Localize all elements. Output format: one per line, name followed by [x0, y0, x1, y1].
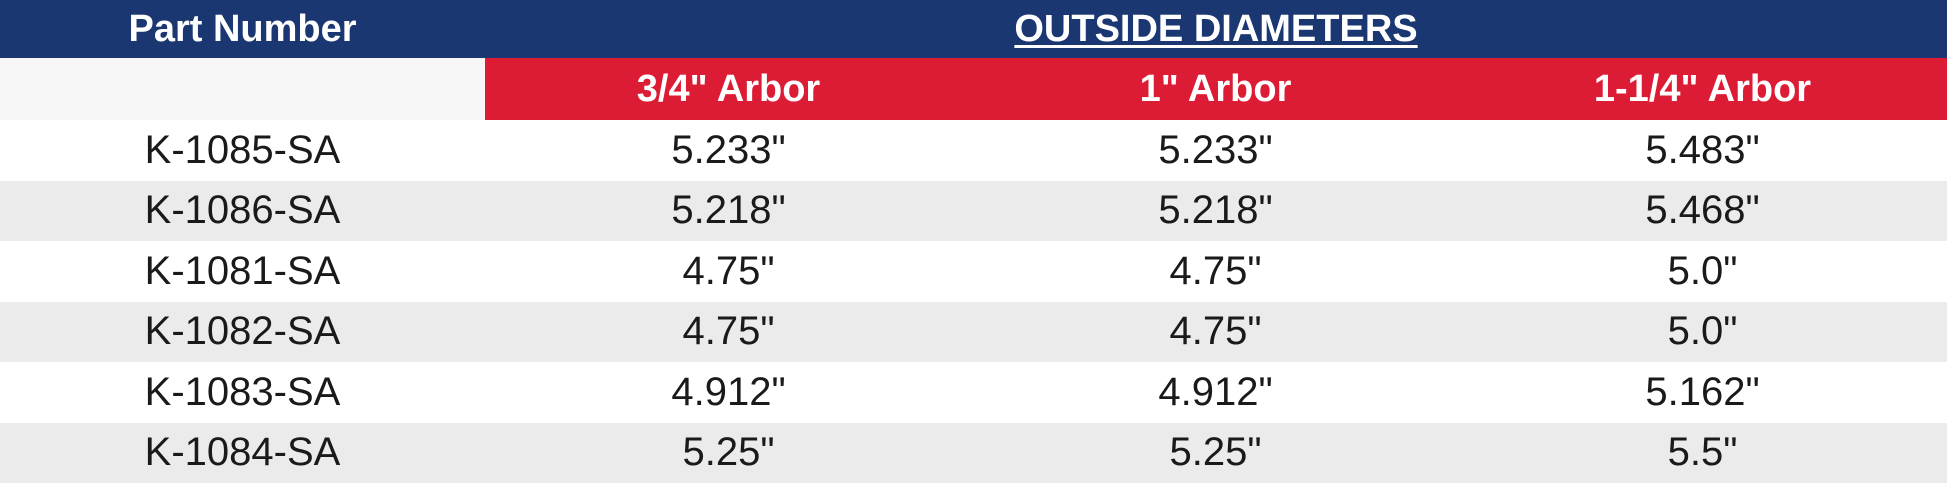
diameter-cell: 5.25"	[1169, 430, 1262, 475]
arbor-header-1-1-4: 1-1/4" Arbor	[1593, 67, 1812, 110]
table-header-row: Part Number OUTSIDE DIAMETERS	[0, 0, 1947, 58]
table-row: K-1085-SA 5.233" 5.233" 5.483"	[0, 120, 1947, 181]
table-row: K-1086-SA 5.218" 5.218" 5.468"	[0, 180, 1947, 241]
diameter-cell: 5.0"	[1667, 309, 1738, 354]
table-row: K-1081-SA 4.75" 4.75" 5.0"	[0, 241, 1947, 302]
table-row: K-1083-SA 4.912" 4.912" 5.162"	[0, 362, 1947, 423]
diameter-cell: 5.483"	[1645, 127, 1760, 172]
table-row: K-1084-SA 5.25" 5.25" 5.5"	[0, 422, 1947, 483]
diameter-cell: 5.233"	[1158, 127, 1273, 172]
part-number-header: Part Number	[128, 7, 357, 50]
diameter-cell: 4.75"	[1169, 309, 1262, 354]
arbor-subheader-row: 3/4" Arbor 1" Arbor 1-1/4" Arbor	[0, 58, 1947, 120]
diameter-cell: 5.233"	[671, 127, 786, 172]
arbor-header-3-4: 3/4" Arbor	[636, 67, 821, 110]
diameter-cell: 5.218"	[671, 188, 786, 233]
part-number-cell: K-1082-SA	[144, 309, 341, 354]
arbor-headers: 3/4" Arbor 1" Arbor 1-1/4" Arbor	[485, 58, 1947, 120]
diameter-cell: 4.75"	[1169, 248, 1262, 293]
part-number-cell: K-1085-SA	[144, 127, 341, 172]
diameter-cell: 5.468"	[1645, 188, 1760, 233]
part-number-cell: K-1086-SA	[144, 188, 341, 233]
diameter-cell: 4.912"	[671, 369, 786, 414]
outside-diameters-header: OUTSIDE DIAMETERS	[1014, 7, 1418, 50]
blank-subheader-cell	[0, 58, 485, 120]
diameter-cell: 4.75"	[682, 248, 775, 293]
table-row: K-1082-SA 4.75" 4.75" 5.0"	[0, 301, 1947, 362]
diameter-cell: 4.75"	[682, 309, 775, 354]
part-number-cell: K-1084-SA	[144, 430, 341, 475]
diameter-cell: 5.218"	[1158, 188, 1273, 233]
part-number-cell: K-1081-SA	[144, 248, 341, 293]
diameter-cell: 5.25"	[682, 430, 775, 475]
arbor-header-1: 1" Arbor	[1139, 67, 1292, 110]
diameter-cell: 5.162"	[1645, 369, 1760, 414]
diameter-cell: 5.5"	[1667, 430, 1738, 475]
diameter-cell: 4.912"	[1158, 369, 1273, 414]
diameter-cell: 5.0"	[1667, 248, 1738, 293]
part-number-cell: K-1083-SA	[144, 369, 341, 414]
